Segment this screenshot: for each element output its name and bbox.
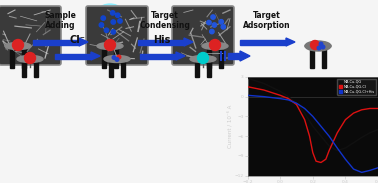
Circle shape [112, 56, 116, 59]
Bar [219, 46, 223, 68]
Bar [34, 59, 38, 77]
Polygon shape [286, 38, 295, 46]
Text: Target
Condensing: Target Condensing [139, 11, 191, 30]
Bar [22, 59, 26, 77]
Circle shape [219, 20, 223, 24]
Circle shape [221, 25, 226, 29]
Legend: MA-Cu-QG, MA-Cu-QG-Cl, MA-Cu-QG-Cl+His: MA-Cu-QG, MA-Cu-QG-Cl, MA-Cu-QG-Cl+His [338, 79, 376, 95]
Circle shape [111, 30, 115, 34]
Bar [322, 46, 326, 68]
Bar [195, 59, 199, 77]
Bar [140, 53, 176, 59]
FancyBboxPatch shape [0, 6, 61, 65]
Circle shape [111, 20, 115, 24]
Bar [310, 46, 314, 68]
Ellipse shape [97, 42, 123, 49]
Text: Cl⁻: Cl⁻ [69, 35, 85, 45]
Bar [138, 40, 184, 44]
Circle shape [101, 16, 105, 20]
Y-axis label: Current / 10⁻⁶ A: Current / 10⁻⁶ A [228, 104, 233, 148]
Polygon shape [91, 52, 100, 60]
Circle shape [321, 45, 325, 49]
Circle shape [25, 53, 36, 64]
Polygon shape [79, 38, 88, 46]
Bar [121, 59, 125, 77]
Circle shape [207, 20, 211, 25]
Bar [109, 59, 113, 77]
Ellipse shape [202, 42, 228, 49]
Circle shape [210, 29, 214, 34]
Text: Target
Adsorption: Target Adsorption [243, 11, 291, 30]
Circle shape [211, 15, 215, 19]
Bar [102, 46, 106, 68]
Circle shape [104, 40, 116, 51]
Circle shape [98, 9, 122, 35]
Bar [114, 46, 118, 68]
Circle shape [117, 55, 121, 59]
Bar [228, 53, 240, 59]
Bar [33, 40, 79, 44]
Circle shape [319, 42, 323, 46]
Circle shape [317, 46, 321, 50]
Circle shape [116, 13, 120, 17]
Circle shape [200, 10, 230, 40]
Circle shape [209, 40, 220, 51]
Text: Sample
Adding: Sample Adding [44, 11, 76, 30]
Circle shape [204, 14, 226, 36]
Ellipse shape [305, 42, 331, 49]
Polygon shape [184, 38, 193, 46]
Circle shape [92, 4, 128, 40]
Circle shape [310, 40, 319, 49]
Bar [240, 40, 286, 44]
Ellipse shape [305, 41, 331, 51]
Ellipse shape [190, 55, 216, 63]
Polygon shape [176, 52, 185, 60]
FancyBboxPatch shape [86, 6, 148, 65]
Bar [10, 46, 14, 68]
Polygon shape [240, 51, 250, 61]
Circle shape [99, 23, 104, 27]
Circle shape [104, 28, 109, 33]
Ellipse shape [104, 55, 130, 63]
Circle shape [115, 58, 119, 61]
Ellipse shape [5, 42, 31, 49]
Ellipse shape [17, 55, 43, 63]
Circle shape [118, 19, 122, 23]
Circle shape [212, 23, 217, 27]
Text: His: His [153, 35, 171, 45]
Bar [207, 59, 211, 77]
Circle shape [110, 11, 115, 15]
FancyBboxPatch shape [172, 6, 234, 65]
Circle shape [197, 53, 209, 64]
Bar [207, 46, 211, 68]
Bar [55, 53, 91, 59]
Circle shape [12, 40, 23, 51]
Bar [22, 46, 26, 68]
